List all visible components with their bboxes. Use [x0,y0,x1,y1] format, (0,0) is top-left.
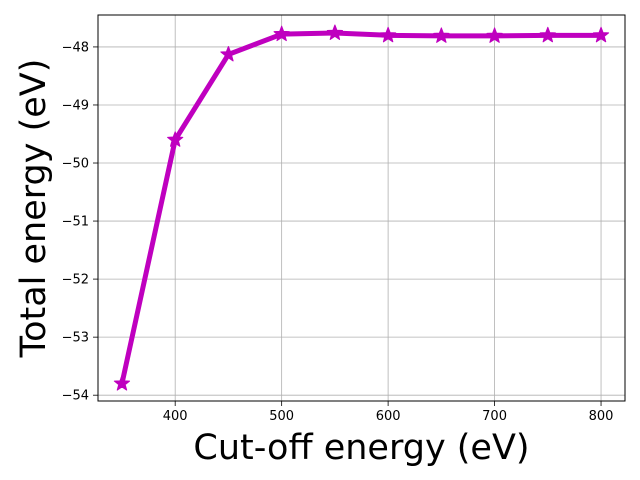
y-axis-label: Total energy (eV) [14,59,54,359]
data-point-star [592,26,610,43]
data-point-star [273,25,290,42]
y-tick-label: −50 [62,157,89,172]
data-point-star [433,27,450,43]
axes-frame [97,14,626,402]
data-series [113,24,610,391]
x-tick-label: 700 [482,409,507,424]
series-line [119,30,604,387]
y-tick-label: −53 [62,331,89,346]
data-point-star [167,131,184,147]
data-point-star [539,26,556,43]
x-tick-label: 500 [269,409,294,424]
data-point-star [113,375,131,391]
data-point-star [326,24,343,40]
y-tick-label: −49 [62,98,89,113]
y-tick-label: −48 [62,40,89,55]
data-point-star [380,26,397,43]
axis-ticks: 400 500 600 700 800 −54 −53 −52 −51 −50 −49 −48 [62,40,614,424]
grid-lines [98,15,625,401]
plot-area [98,15,625,401]
x-tick-label: 600 [376,409,401,424]
data-point-star [486,27,503,43]
y-tick-label: −51 [62,215,89,230]
x-axis-label: Cut-off energy (eV) [193,428,529,468]
x-tick-label: 400 [163,409,188,424]
y-tick-label: −52 [62,273,89,288]
data-point-star [220,45,237,62]
x-tick-label: 800 [589,409,614,424]
y-tick-label: −54 [62,389,89,404]
